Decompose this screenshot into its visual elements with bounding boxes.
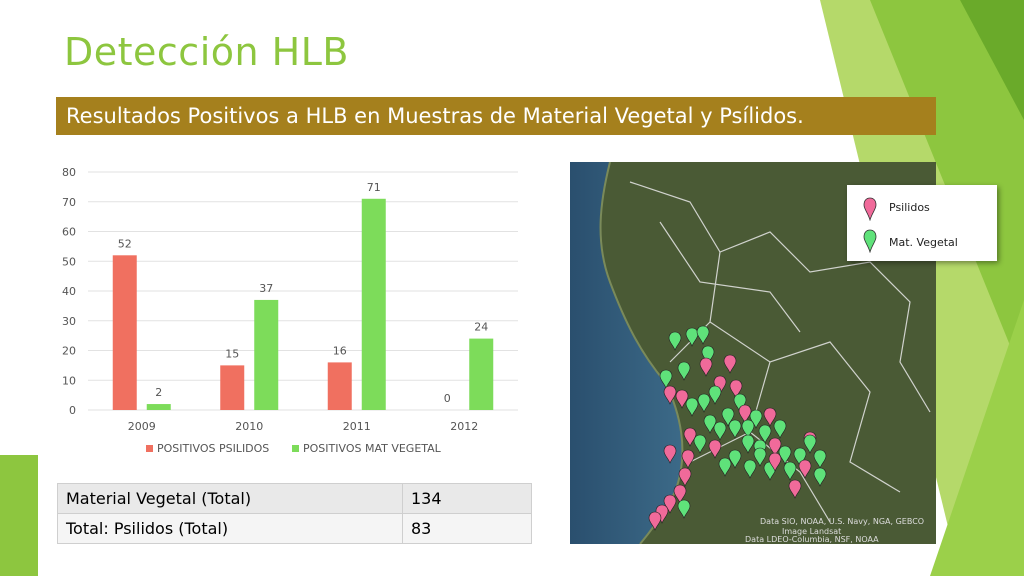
green-map-pin-icon: [713, 421, 727, 441]
green-map-pin-icon: [677, 499, 691, 519]
pink-map-pin-icon: [788, 479, 802, 499]
pink-map-pin-icon: [655, 504, 669, 524]
total-label: Material Vegetal (Total): [57, 483, 403, 514]
green-map-pin-icon: [743, 459, 757, 479]
map-attribution-1: Data SIO, NOAA, U.S. Navy, NGA, GEBCO: [760, 517, 924, 526]
green-map-pin-icon: [721, 407, 735, 427]
pink-map-pin-icon: [663, 494, 677, 514]
pink-map-pin-icon: [763, 407, 777, 427]
legend-mat-vegetal-label: Mat. Vegetal: [889, 236, 958, 249]
green-map-pin-icon: [783, 461, 797, 481]
x-tick-label: 2012: [450, 420, 478, 433]
total-value: 134: [402, 483, 532, 514]
data-label: 16: [333, 344, 347, 357]
green-map-pin-icon: [718, 457, 732, 477]
green-map-pin-icon: [677, 361, 691, 381]
legend-psilidos-label: Psilidos: [889, 201, 930, 214]
data-label: 2: [155, 386, 162, 399]
green-map-pin-icon: [773, 419, 787, 439]
green-map-pin-icon: [803, 434, 817, 454]
data-label: 37: [259, 282, 273, 295]
green-map-pin-icon: [741, 434, 755, 454]
y-tick-label: 20: [62, 345, 76, 358]
y-tick-label: 0: [69, 404, 76, 417]
bar-psilidos: [112, 255, 137, 410]
bar-mat-vegetal: [469, 338, 494, 410]
y-tick-label: 10: [62, 374, 76, 387]
totals-table: Material Vegetal (Total) 134 Total: Psil…: [57, 483, 532, 544]
y-tick-label: 30: [62, 315, 76, 328]
total-label: Total: Psilidos (Total): [57, 513, 403, 544]
pink-map-pin-icon: [681, 449, 695, 469]
green-map-pin-icon: [708, 385, 722, 405]
y-tick-label: 80: [62, 166, 76, 179]
data-label: 24: [474, 321, 488, 334]
map-attribution-3: Data LDEO-Columbia, NSF, NOAA: [745, 535, 879, 544]
subtitle-banner: Resultados Positivos a HLB en Muestras d…: [56, 97, 936, 135]
green-map-pin-icon: [753, 447, 767, 467]
bar-chart: 0 10 20 30 40 50 60 70 80 2009 52 2 2010 15 37 2011 16 71…: [62, 166, 518, 455]
table-row: Material Vegetal (Total) 134: [57, 483, 532, 514]
left-green-strip: [0, 455, 38, 576]
pink-map-pin-icon: [798, 459, 812, 479]
pink-map-pin-icon: [683, 427, 697, 447]
slide-title: Detección HLB: [64, 30, 349, 74]
pink-map-pin-icon: [663, 444, 677, 464]
pink-map-pin-icon: [699, 357, 713, 377]
y-tick-label: 70: [62, 196, 76, 209]
green-map-pin-icon: [685, 397, 699, 417]
x-tick-label: 2009: [128, 420, 156, 433]
pink-map-pin-icon: [708, 439, 722, 459]
data-label: 52: [118, 237, 132, 250]
legend-label: POSITIVOS PSILIDOS: [157, 442, 269, 455]
bar-mat-vegetal: [254, 299, 279, 410]
data-label: 15: [225, 347, 239, 360]
pink-map-pin-icon: [648, 511, 662, 531]
green-map-pin-icon: [668, 331, 682, 351]
data-label: 0: [444, 392, 451, 405]
legend-swatch: [292, 445, 299, 452]
green-map-pin-icon: [696, 325, 710, 345]
bar-psilidos: [220, 365, 245, 410]
y-tick-label: 50: [62, 255, 76, 268]
green-map-pin-icon: [749, 409, 763, 429]
pink-map-pin-icon: [663, 385, 677, 405]
pink-map-pin-icon: [678, 467, 692, 487]
green-map-pin-icon: [813, 467, 827, 487]
green-map-pin-icon: [728, 449, 742, 469]
legend-label: POSITIVOS MAT VEGETAL: [303, 442, 442, 455]
map-legend: Psilidos Mat. Vegetal: [847, 185, 997, 261]
green-map-pin-icon: [703, 414, 717, 434]
pink-map-pin-icon: [863, 197, 877, 221]
green-map-pin-icon: [693, 434, 707, 454]
x-tick-label: 2010: [235, 420, 263, 433]
bar-mat-vegetal: [361, 198, 386, 410]
legend-swatch: [146, 445, 153, 452]
bar-psilidos: [327, 362, 352, 410]
map-pins: [648, 325, 827, 531]
total-value: 83: [402, 513, 532, 544]
green-map-pin-icon: [778, 445, 792, 465]
bar-mat-vegetal: [146, 404, 171, 410]
pink-map-pin-icon: [723, 354, 737, 374]
map-attribution-2: Image Landsat: [782, 527, 841, 536]
y-tick-label: 40: [62, 285, 76, 298]
pink-map-pin-icon: [675, 389, 689, 409]
x-tick-label: 2011: [343, 420, 371, 433]
green-map-pin-icon: [863, 229, 877, 253]
data-label: 71: [367, 181, 381, 194]
pink-map-pin-icon: [768, 452, 782, 472]
table-row: Total: Psilidos (Total) 83: [57, 513, 532, 544]
green-map-pin-icon: [728, 419, 742, 439]
y-tick-label: 60: [62, 226, 76, 239]
green-map-pin-icon: [697, 393, 711, 413]
